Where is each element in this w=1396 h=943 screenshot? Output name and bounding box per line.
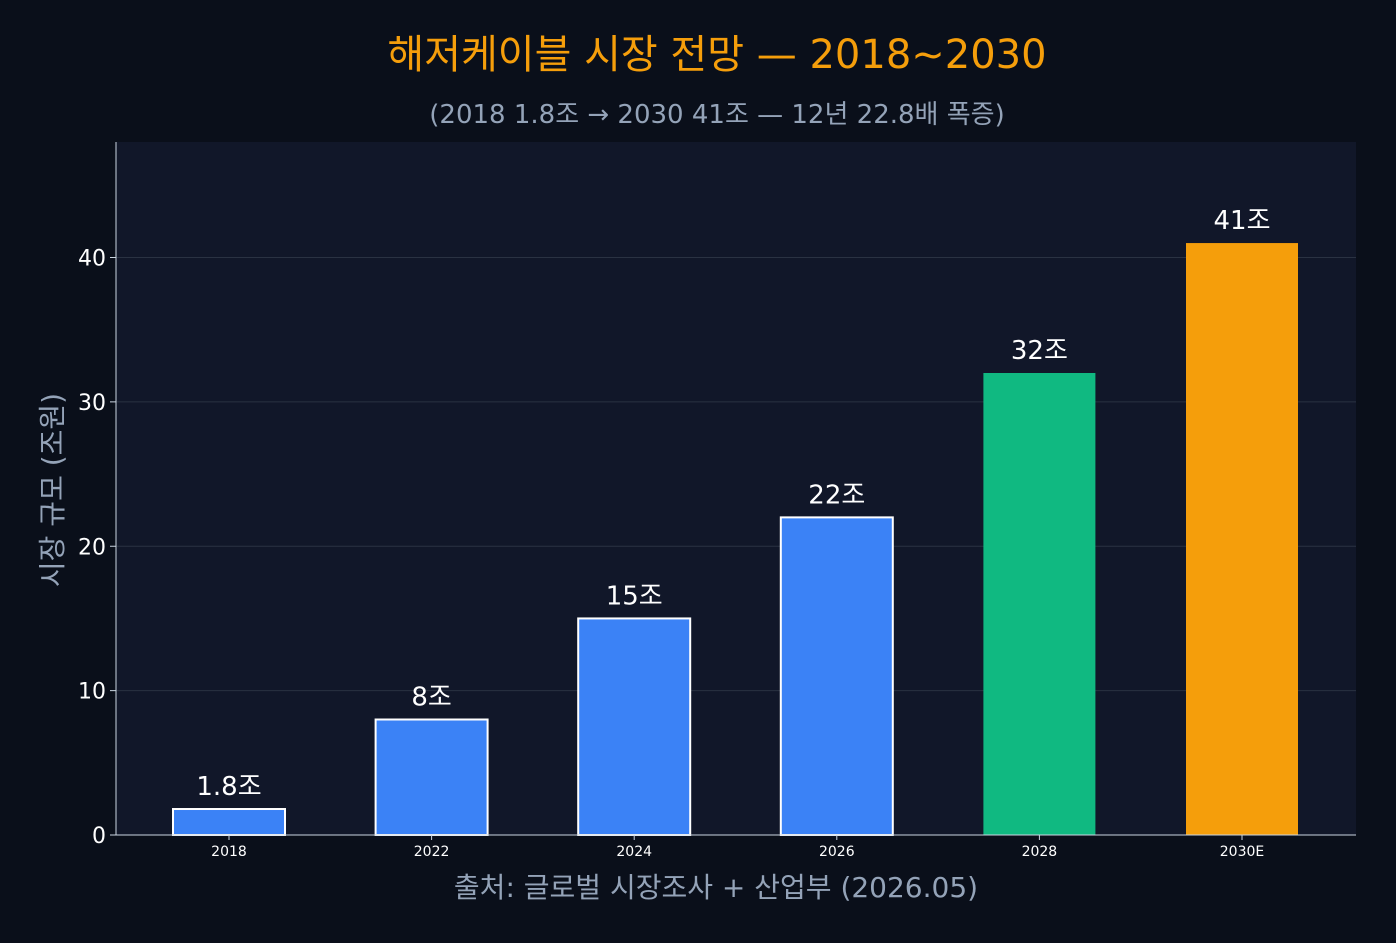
plot-area — [116, 142, 1356, 835]
grid-lines — [116, 257, 1356, 692]
chart-subtitle: (2018 1.8조 → 2030 41조 — 12년 22.8배 폭증) — [429, 100, 1004, 130]
data-label-2018: 1.8조 — [196, 772, 261, 802]
y-tick-label: 10 — [78, 680, 106, 705]
bar-2022 — [374, 718, 489, 836]
chart-title: 해저케이블 시장 전망 — 2018~2030 — [387, 32, 1046, 78]
data-label-2024: 15조 — [606, 581, 663, 611]
axes: 0 10 20 30 40 2018 2022 2024 2026 2028 2030E — [78, 142, 1356, 860]
x-tick-label-2018: 2018 — [211, 844, 247, 860]
bar-2030e — [1186, 243, 1298, 835]
data-label-2026: 22조 — [808, 480, 865, 510]
y-tick-label: 30 — [78, 391, 106, 416]
y-tick-label: 0 — [92, 824, 106, 849]
data-label-2030e: 41조 — [1213, 206, 1270, 236]
data-labels: 1.8조 8조 15조 22조 32조 41조 — [196, 206, 1270, 802]
bar-2028 — [983, 373, 1096, 835]
y-axis-label: 시장 규모 (조원) — [36, 393, 69, 587]
x-tick-label-2024: 2024 — [616, 844, 652, 860]
x-tick-label-2030e: 2030E — [1220, 844, 1264, 860]
x-tick-label-2028: 2028 — [1022, 844, 1058, 860]
x-tick-label-2026: 2026 — [819, 844, 855, 860]
data-label-2022: 8조 — [411, 683, 451, 713]
data-label-2028: 32조 — [1011, 336, 1068, 366]
x-tick-label-2022: 2022 — [414, 844, 450, 860]
bar-2024 — [577, 617, 692, 836]
y-tick-label: 40 — [78, 247, 106, 272]
bar-2026 — [779, 516, 894, 836]
x-axis-label: 출처: 글로벌 시장조사 + 산업부 (2026.05) — [454, 871, 978, 904]
bars — [172, 243, 1298, 837]
y-tick-label: 20 — [78, 535, 106, 560]
bar-2018 — [172, 808, 286, 837]
